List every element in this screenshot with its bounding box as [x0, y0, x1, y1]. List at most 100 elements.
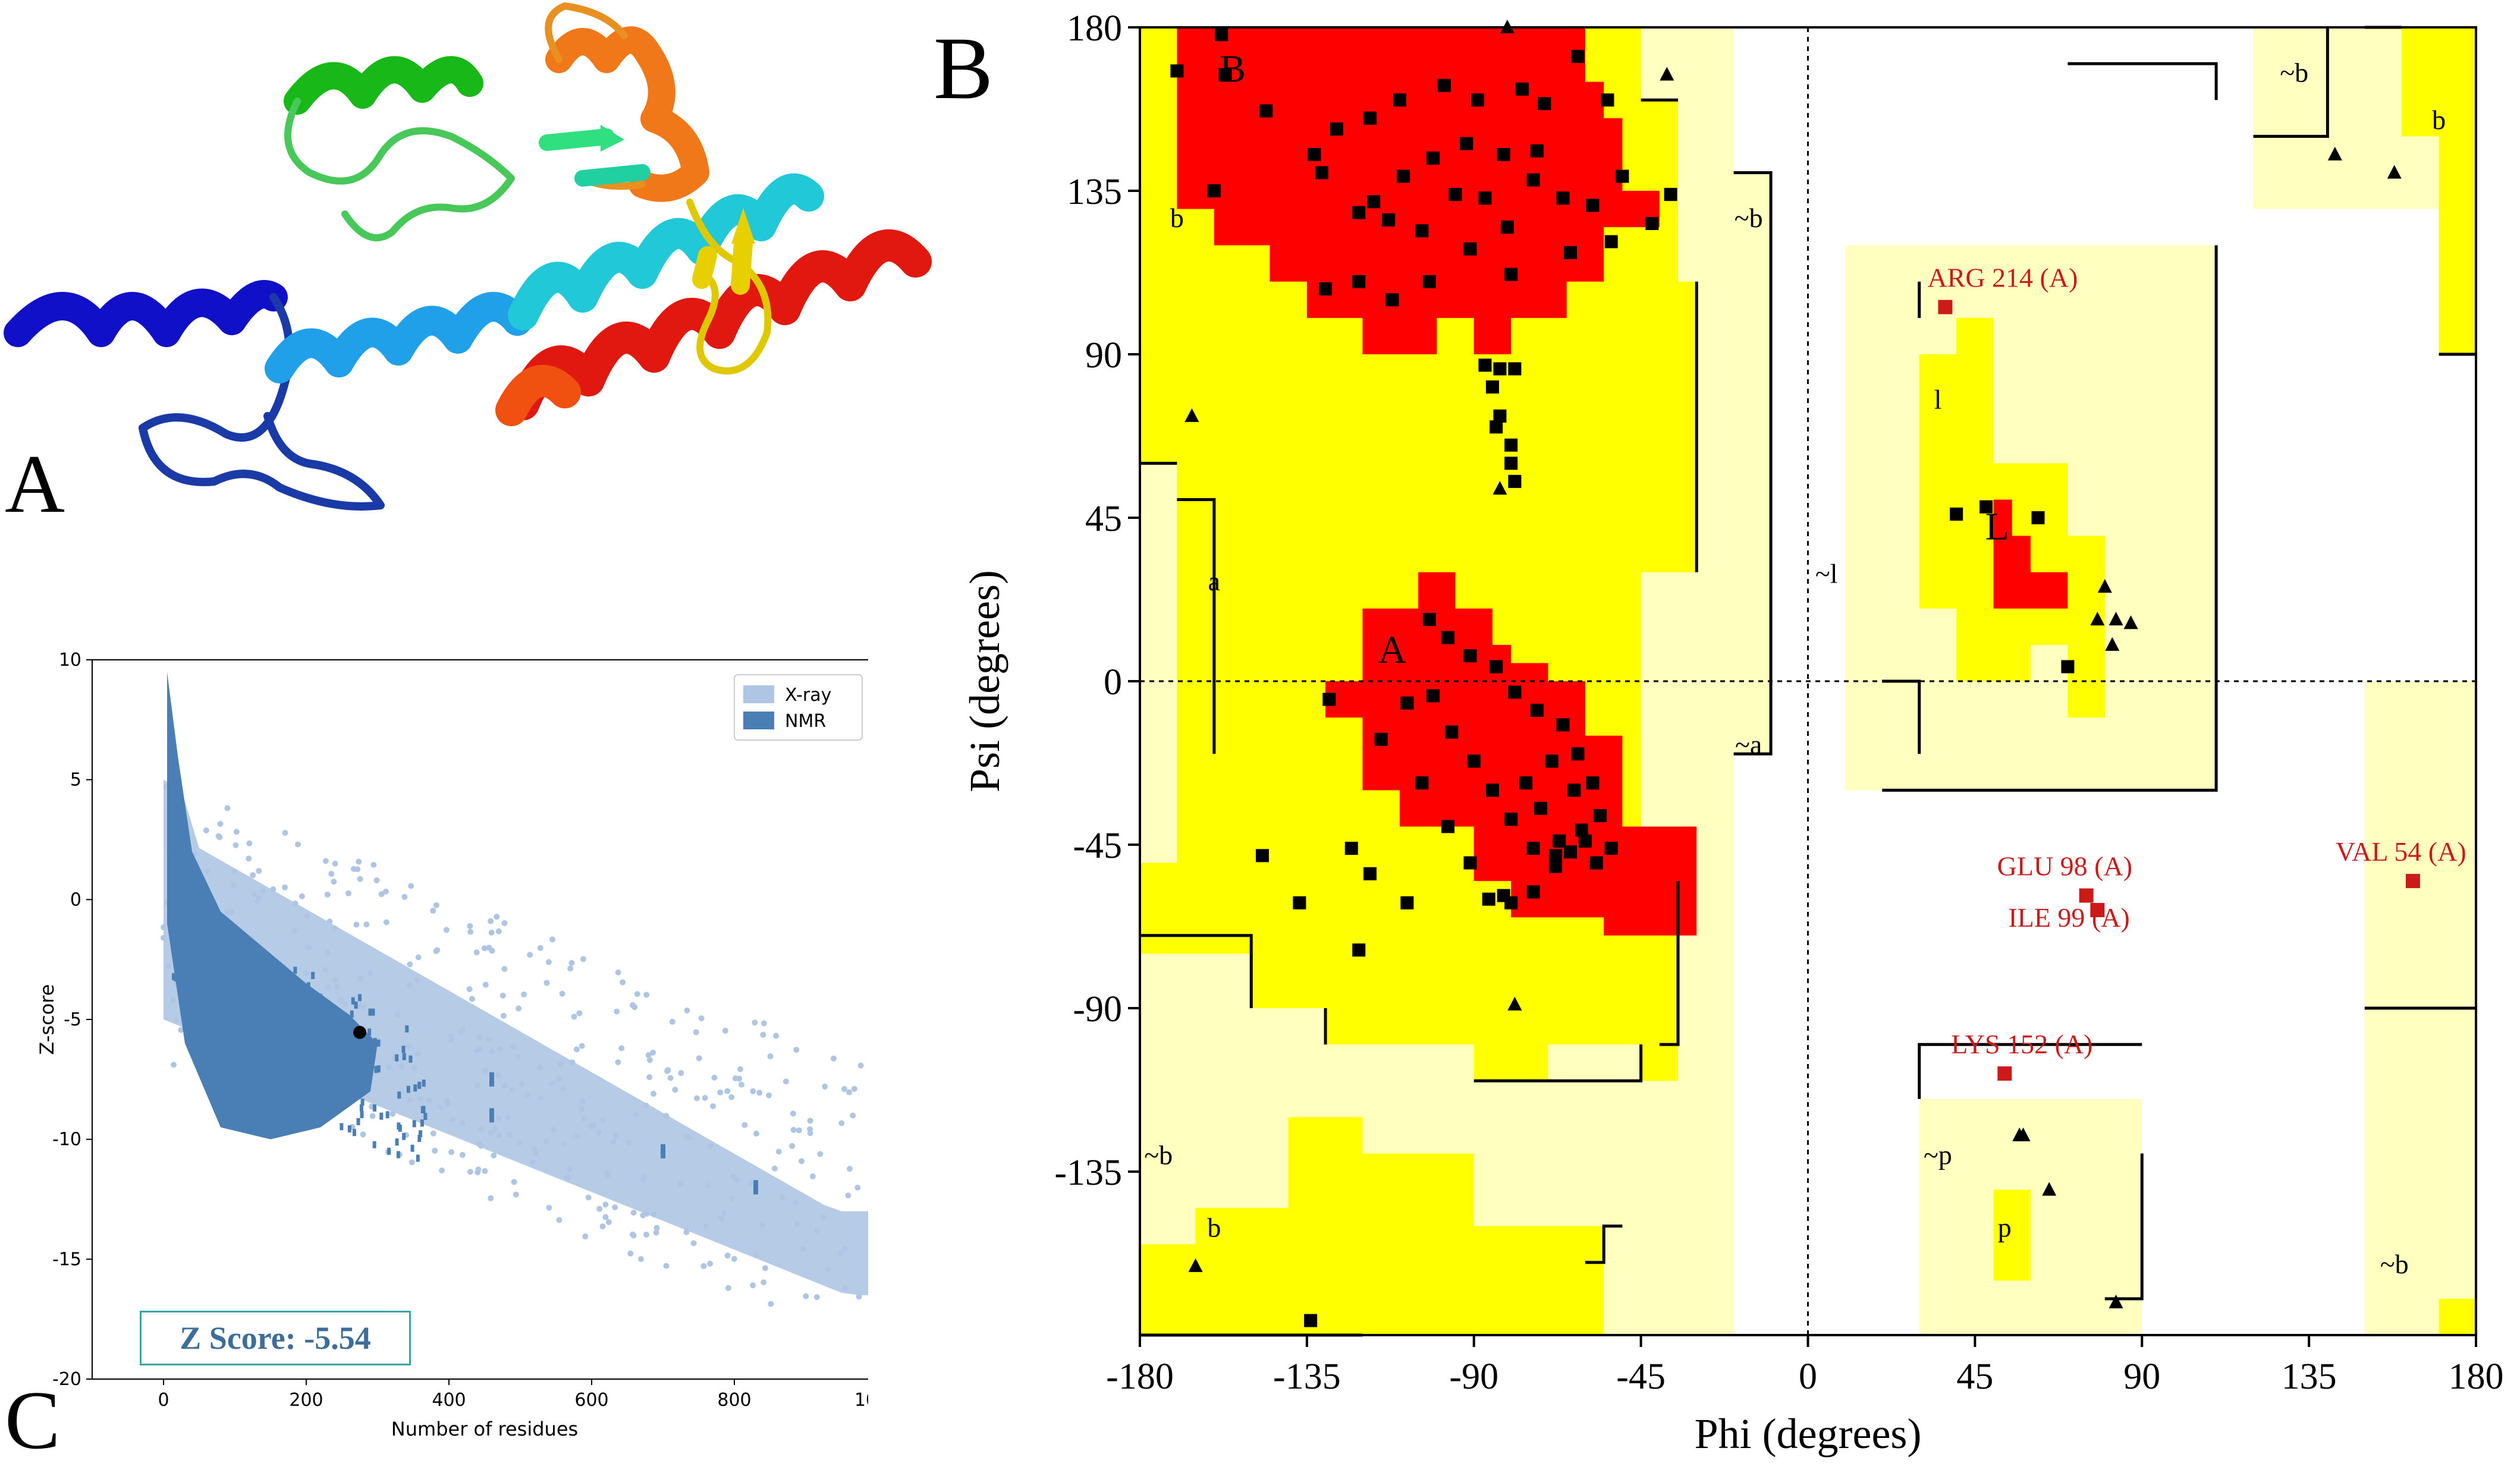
nmr-point — [190, 917, 194, 925]
residue-point — [1397, 169, 1410, 183]
y-axis-label: Psi (degrees) — [961, 570, 1008, 792]
loop-green — [284, 97, 515, 241]
residue-point — [1526, 885, 1540, 899]
nmr-point — [354, 1001, 358, 1009]
xray-point — [409, 1159, 415, 1166]
xray-point — [630, 1209, 637, 1216]
x-axis-label: Phi (degrees) — [1695, 1410, 1922, 1458]
strand-green — [539, 128, 615, 151]
region-boundary — [2253, 27, 2329, 138]
residue-point — [1950, 507, 1963, 521]
z-y-tick-label: -15 — [52, 1249, 81, 1270]
xray-point — [469, 996, 475, 1002]
xray-point — [750, 1282, 756, 1289]
core-region — [1993, 499, 2068, 609]
x-tick-label: 45 — [1956, 1356, 1993, 1397]
residue-point — [1441, 631, 1455, 644]
nmr-point — [307, 1024, 311, 1032]
xray-point — [495, 1072, 502, 1079]
residue-point — [1415, 224, 1429, 238]
region-label: b — [2432, 105, 2446, 135]
xray-point — [332, 926, 338, 932]
y-tick-label: 180 — [1067, 8, 1122, 49]
glycine-point — [2109, 612, 2123, 626]
nmr-point — [262, 1065, 266, 1072]
x-tick-label: -180 — [1106, 1356, 1174, 1397]
xray-point — [761, 1279, 767, 1286]
xray-point — [509, 1087, 516, 1093]
xray-point — [722, 1027, 728, 1034]
residue-point — [1556, 191, 1570, 205]
residue-point — [1545, 754, 1558, 768]
residue-point — [1508, 362, 1522, 376]
outlier-point — [1938, 300, 1953, 314]
nmr-density — [167, 672, 378, 1140]
residue-point — [1441, 820, 1455, 833]
helix-green — [284, 56, 483, 115]
legend-swatch-xray — [743, 685, 774, 703]
xray-point — [793, 1200, 799, 1206]
xray-point — [653, 1229, 659, 1236]
nmr-point — [330, 1084, 334, 1091]
xray-point — [489, 1048, 495, 1055]
xray-point — [322, 858, 329, 864]
nmr-point — [205, 1007, 209, 1015]
residue-point — [1645, 217, 1659, 230]
xray-point — [633, 1111, 639, 1118]
xray-point — [492, 1126, 498, 1132]
xray-point — [800, 1246, 806, 1252]
core-region — [1325, 572, 1697, 936]
region-boundary — [2067, 62, 2218, 100]
nmr-point — [373, 1038, 377, 1046]
residue-point — [1448, 188, 1462, 202]
glycine-point — [2123, 615, 2138, 630]
xray-point — [630, 1002, 636, 1008]
residue-point — [1255, 849, 1269, 863]
nmr-point — [293, 1094, 297, 1101]
region-label: p — [1998, 1213, 2012, 1243]
nmr-point — [367, 1081, 371, 1088]
y-tick-label: -45 — [1073, 826, 1122, 866]
xray-point — [838, 1250, 844, 1257]
residue-point — [1460, 137, 1473, 150]
xray-point — [842, 1245, 849, 1252]
xray-point — [824, 1266, 831, 1273]
xray-point — [322, 967, 329, 973]
nmr-point — [337, 1039, 341, 1047]
xray-point — [232, 842, 239, 848]
xray-point — [246, 855, 252, 862]
xray-point — [543, 980, 550, 986]
nmr-point — [297, 1078, 301, 1086]
residue-point — [1330, 122, 1343, 136]
xray-point — [820, 1214, 827, 1220]
strand-yellow-1 — [692, 246, 717, 289]
xray-point — [474, 1082, 480, 1088]
residue-point — [1504, 457, 1518, 470]
outlier-label: VAL 54 (A) — [2336, 836, 2466, 867]
xray-point — [488, 929, 495, 936]
xray-point — [578, 1106, 585, 1112]
xray-point — [783, 1078, 789, 1085]
nmr-point — [293, 967, 297, 974]
xray-point — [596, 1206, 603, 1212]
xray-point — [599, 1223, 606, 1230]
xray-point — [725, 1285, 731, 1291]
region-label: a — [1208, 566, 1220, 596]
residue-point — [1308, 147, 1321, 161]
xray-point — [356, 858, 362, 865]
xray-point — [353, 921, 360, 928]
xray-point — [646, 1074, 653, 1081]
xray-point — [303, 970, 310, 977]
xray-point — [551, 1126, 557, 1133]
residue-point — [1508, 474, 1522, 488]
residue-point — [1519, 776, 1533, 790]
ramachandran-zero-lines — [1140, 27, 2476, 1335]
xray-point — [467, 1169, 473, 1175]
nmr-point — [203, 1015, 207, 1022]
xray-point — [702, 1095, 708, 1101]
nmr-point — [422, 1106, 426, 1113]
nmr-point — [366, 1044, 370, 1052]
x-tick-label: -45 — [1616, 1356, 1666, 1397]
xray-point — [499, 992, 506, 999]
nmr-point — [300, 1062, 304, 1069]
